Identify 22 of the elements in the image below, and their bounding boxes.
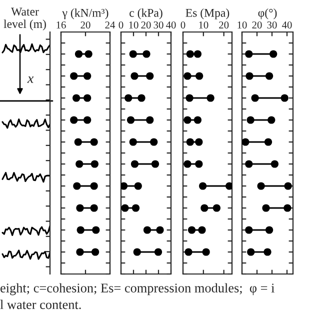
text: eight; c=cohesion; Es= compression modules; φ = i l water content.	[0, 283, 274, 310]
x-tick-label: 20	[219, 21, 229, 28]
x-tick-label: 20	[252, 21, 262, 28]
x-tick-label: 10	[129, 21, 138, 28]
chart-title: φ(°)	[258, 8, 277, 20]
chart-title: Es (Mpa)	[186, 8, 230, 20]
chart-title: c (kPa)	[130, 8, 162, 20]
x-tick-label: 20	[80, 21, 90, 28]
x-tick-label: 24	[105, 21, 116, 28]
x-tick-label: 10	[199, 21, 208, 28]
chart-title: γ (kN/m³)	[62, 8, 108, 20]
x-tick-label: 0	[180, 21, 186, 28]
text: x	[27, 76, 34, 83]
x-tick-label: 20	[141, 21, 151, 28]
x-tick-label: 40	[282, 21, 292, 28]
x-tick-label: 40	[166, 21, 176, 28]
x-tick-label: 30	[267, 21, 277, 28]
x-tick-label: 30	[154, 21, 164, 28]
text: Water level (m)	[4, 8, 46, 30]
x-tick-label: 0	[118, 21, 124, 28]
x-tick-label: 16	[56, 21, 66, 28]
x-tick-label: 10	[238, 21, 247, 28]
